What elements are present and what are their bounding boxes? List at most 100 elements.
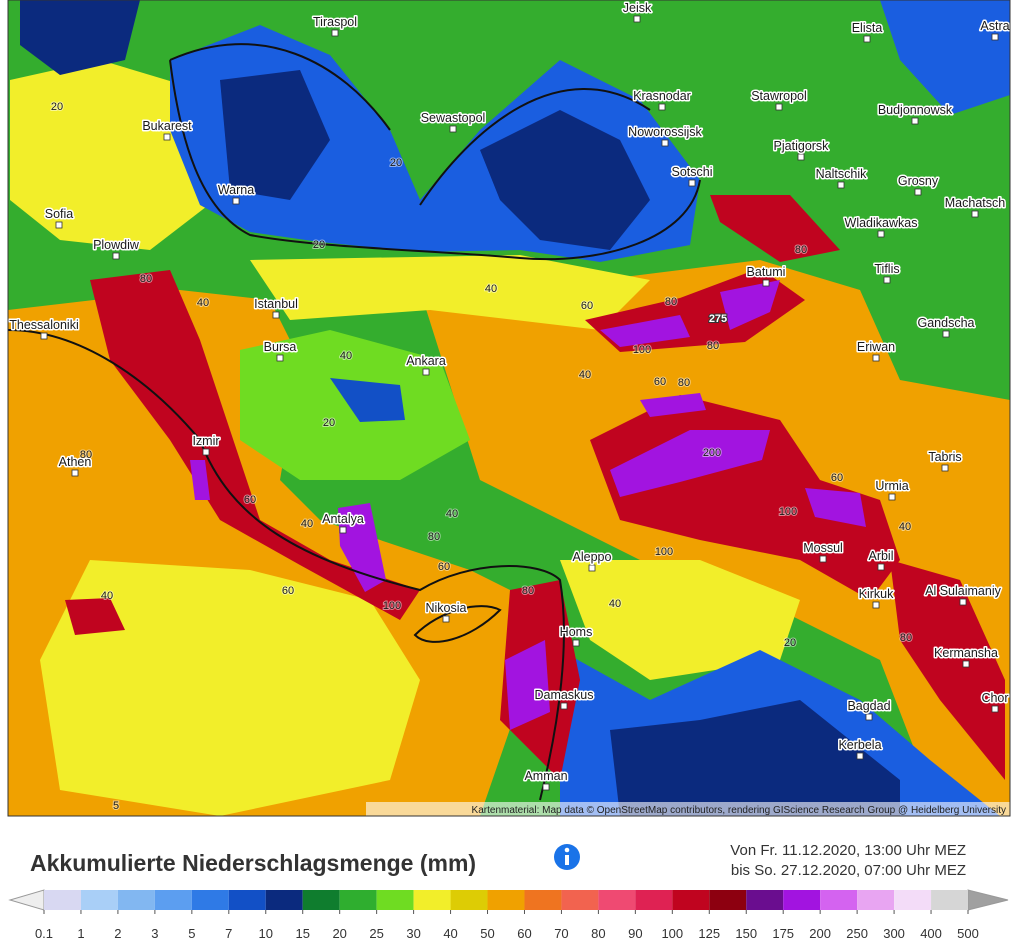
city-marker xyxy=(865,713,873,721)
precip-area xyxy=(805,488,866,527)
contour-label: 40 xyxy=(340,350,352,362)
legend-tick-label: 5 xyxy=(188,926,195,941)
contour-label: 40 xyxy=(197,297,209,309)
city-label: Sotschi xyxy=(672,165,713,179)
legend-swatch xyxy=(339,890,377,910)
precip-area xyxy=(890,560,1005,780)
city-label: Noworossijsk xyxy=(628,125,702,139)
contour-label: 20 xyxy=(784,637,796,649)
legend-swatch xyxy=(820,890,858,910)
precip-area xyxy=(10,60,215,250)
legend-swatch xyxy=(265,890,303,910)
precip-area xyxy=(20,0,140,75)
city-label: Aleppo xyxy=(573,550,612,564)
city-marker xyxy=(661,139,669,147)
legend-swatch xyxy=(44,890,81,910)
city-label: Krasnodar xyxy=(633,89,691,103)
cities: Tiraspol Jeisk Elista Astra Krasnodar Stawrop… xyxy=(8,0,1010,791)
legend-swatch xyxy=(635,890,673,910)
info-icon[interactable] xyxy=(554,844,580,870)
city-marker xyxy=(914,188,922,196)
city-marker xyxy=(542,783,550,791)
precip-area xyxy=(65,598,125,635)
attribution: Kartenmaterial: Map data © OpenStreetMap… xyxy=(472,805,1006,816)
precip-area xyxy=(190,460,210,500)
city-label: Elista xyxy=(852,21,883,35)
legend-tick-label: 70 xyxy=(554,926,568,941)
attribution-bg xyxy=(366,802,1010,816)
contour-label: 20 xyxy=(390,157,402,169)
city-marker xyxy=(959,598,967,606)
city-label: Eriwan xyxy=(857,340,895,354)
city-marker xyxy=(971,210,979,218)
city-label: Urmia xyxy=(875,479,908,493)
legend-swatch xyxy=(672,890,710,910)
precip-area xyxy=(480,110,650,250)
legend-tick-label: 3 xyxy=(151,926,158,941)
city-label: Sewastopol xyxy=(421,111,486,125)
legend-tick-label: 175 xyxy=(772,926,794,941)
city-label: Stawropol xyxy=(751,89,807,103)
city-marker xyxy=(877,563,885,571)
city-marker xyxy=(991,705,999,713)
info-glyph xyxy=(565,855,569,865)
legend-above xyxy=(967,889,1009,911)
precip-area xyxy=(505,640,550,730)
legend-tick-label: 200 xyxy=(809,926,831,941)
city-label: Jeisk xyxy=(623,1,652,15)
city-marker xyxy=(112,252,120,260)
city-marker xyxy=(40,332,48,340)
legend-swatch xyxy=(931,890,968,910)
contour-label: 80 xyxy=(707,340,719,352)
city-marker xyxy=(762,279,770,287)
city-marker xyxy=(888,493,896,501)
legend-tick-label: 150 xyxy=(735,926,757,941)
legend-swatch xyxy=(154,890,192,910)
map: Tiraspol Jeisk Elista Astra Krasnodar Stawrop… xyxy=(8,0,1010,816)
city-label: Wladikawkas xyxy=(845,216,918,230)
city-label: Tabris xyxy=(928,450,961,464)
city-marker xyxy=(276,354,284,362)
city-label: Astra xyxy=(980,19,1009,33)
legend-swatch xyxy=(302,890,340,910)
city-marker xyxy=(202,448,210,456)
legend-swatch xyxy=(413,890,451,910)
legend-tick-label: 25 xyxy=(369,926,383,941)
city-marker xyxy=(991,33,999,41)
contour-label: 40 xyxy=(101,590,113,602)
contour-labels: 20 20 20 20 20 40 40 40 40 40 40 40 40 40 60 60 60 60 60 60… xyxy=(50,100,913,813)
precip-area xyxy=(610,700,900,816)
city-marker xyxy=(877,230,885,238)
city-label: Bagdad xyxy=(847,699,890,713)
legend-below xyxy=(8,889,45,911)
city-label: Bursa xyxy=(264,340,297,354)
city-marker xyxy=(163,133,171,141)
city-marker xyxy=(883,276,891,284)
legend-swatch xyxy=(80,890,118,910)
precip-area xyxy=(880,0,1010,115)
city-marker xyxy=(331,29,339,37)
legend-swatch xyxy=(487,890,525,910)
city-marker xyxy=(449,125,457,133)
city-label: Nikosia xyxy=(426,601,467,615)
period-to: bis So. 27.12.2020, 07:00 Uhr MEZ xyxy=(731,862,966,879)
contour-label: 80 xyxy=(795,244,807,256)
city-label: Kermansha xyxy=(934,646,998,660)
city-label: Chor xyxy=(981,691,1008,705)
precip-area xyxy=(600,315,690,347)
city-marker xyxy=(942,330,950,338)
legend-tick-label: 250 xyxy=(846,926,868,941)
city-label: Istanbul xyxy=(254,297,298,311)
legend-swatch xyxy=(598,890,636,910)
map-frame xyxy=(7,0,1011,817)
city-label: Naltschik xyxy=(816,167,867,181)
legend: 0.1 1 2 3 5 7 10 15 20 25 30 40 50 60 70 80 90 100 125 150 1… xyxy=(8,889,1009,941)
city-marker xyxy=(863,35,871,43)
precip-area xyxy=(40,560,420,816)
city-label: Mossul xyxy=(803,541,843,555)
contour-label: 100 xyxy=(383,600,401,612)
city-marker xyxy=(911,117,919,125)
precip-area xyxy=(250,255,650,330)
legend-swatch xyxy=(561,890,599,910)
